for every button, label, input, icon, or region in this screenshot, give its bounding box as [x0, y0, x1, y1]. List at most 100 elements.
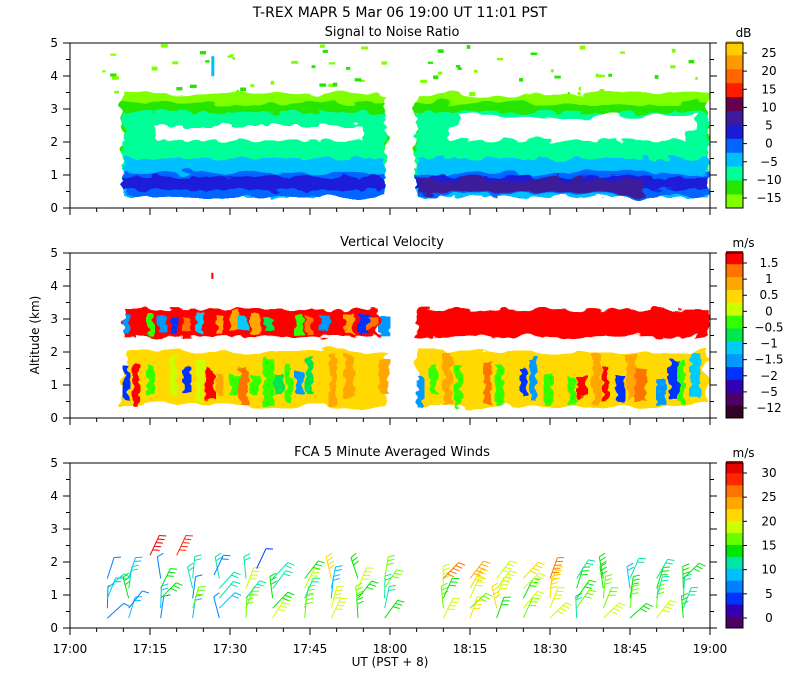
- colorbar-tick-label: 1.5: [759, 256, 778, 270]
- wind-barb: [656, 600, 671, 619]
- colorbar-swatch: [726, 328, 743, 342]
- wind-barb-feather: [599, 556, 607, 562]
- wind-barb-feather: [159, 534, 167, 537]
- snr-noise-speckle: [114, 90, 120, 94]
- colorbar-unit: dB: [736, 26, 752, 40]
- vv-streak: [147, 364, 155, 394]
- wind-barb: [106, 603, 125, 619]
- wind-barb-feather: [667, 603, 675, 607]
- wind-barb-feather: [657, 583, 665, 587]
- vv-streak: [677, 360, 685, 404]
- wind-barb-feather: [338, 601, 347, 603]
- snr-noise-speckle: [270, 80, 275, 85]
- vv-upper-streak: [319, 316, 331, 332]
- vv-upper-streak: [379, 316, 390, 335]
- colorbar-tick-label: −1: [760, 337, 778, 351]
- snr-noise-speckle: [160, 44, 168, 48]
- colorbar-unit: m/s: [733, 446, 755, 460]
- snr-noise-speckle: [554, 75, 561, 79]
- wind-barb-feather: [179, 549, 187, 551]
- wind-barb-feather: [441, 582, 448, 587]
- y-axis-label: Altitude (km): [28, 296, 42, 375]
- colorbar-tick-label: 20: [761, 514, 776, 528]
- wind-barb: [496, 570, 511, 589]
- y-tick-label: 4: [50, 279, 58, 293]
- wind-barb-feather: [155, 542, 163, 544]
- wind-barb-feather: [396, 569, 404, 572]
- colorbar-tick-label: 0: [765, 304, 773, 318]
- wind-barb-feather: [170, 568, 178, 570]
- wind-barb-feather: [452, 567, 460, 572]
- vv-streak: [473, 374, 484, 402]
- vv-streak: [132, 363, 140, 407]
- wind-barb: [602, 587, 612, 609]
- wind-barb-feather: [502, 569, 510, 573]
- snr-noise-speckle: [595, 74, 603, 78]
- wind-barb-feather: [604, 581, 612, 585]
- colorbar-swatch: [726, 392, 743, 406]
- colorbar-unit: m/s: [733, 236, 755, 250]
- snr-noise-speckle: [354, 78, 362, 82]
- wind-barb-feather: [505, 566, 513, 570]
- vv-streak: [216, 373, 223, 394]
- wind-barb-feather: [315, 563, 323, 567]
- winds-title: FCA 5 Minute Averaged Winds: [294, 445, 490, 460]
- wind-barb-feather: [600, 560, 607, 566]
- snr-noise-speckle: [437, 71, 443, 75]
- snr-noise-speckle: [577, 91, 581, 96]
- wind-barb-feather: [682, 567, 690, 571]
- wind-barb-feather: [533, 578, 540, 582]
- vv-spike: [211, 272, 214, 279]
- wind-barb-feather: [442, 571, 450, 575]
- wind-barb-feather: [270, 580, 278, 585]
- wind-barb-feather: [509, 570, 517, 574]
- vv-streak: [520, 367, 528, 400]
- wind-barb-feather: [356, 596, 364, 601]
- wind-barb-feather: [392, 576, 400, 579]
- colorbar-tick-label: 25: [761, 46, 776, 60]
- wind-barb-feather: [491, 582, 499, 588]
- colorbar-swatch: [726, 616, 743, 629]
- colorbar-swatch: [726, 263, 743, 278]
- wind-barb-feather: [317, 560, 325, 564]
- vv-upper-streak: [238, 316, 249, 332]
- wind-barb-feather: [198, 585, 206, 588]
- vv-axis-ticks: 0 1 2 3 4 5: [50, 246, 717, 425]
- colorbar-swatch: [726, 568, 743, 581]
- y-tick-label: 5: [50, 246, 58, 260]
- wind-barb: [160, 596, 165, 619]
- colorbar-tick-label: −10: [756, 173, 781, 187]
- snr-noise-speckle: [599, 88, 605, 93]
- wind-barb-feather: [287, 562, 295, 566]
- x-tick-label: 18:00: [373, 642, 408, 656]
- vv-colorbar: 1.5 1 0.5 0 −0.5 −1 −1.5 −2 −5 −12 m/s: [725, 236, 784, 419]
- winds-panel: FCA 5 Minute Averaged Winds 0 1 2 3 4 5 17:00 1…: [50, 445, 776, 656]
- wind-barb-feather: [640, 608, 647, 613]
- colorbar-swatch: [726, 110, 743, 125]
- snr-noise-speckle: [519, 78, 523, 82]
- colorbar-swatch: [726, 289, 743, 303]
- wind-barb-feather: [194, 554, 202, 558]
- snr-noise-speckle: [319, 44, 325, 48]
- wind-barb: [122, 576, 130, 599]
- wind-barb-feather: [537, 561, 545, 566]
- wind-barb-feather: [598, 552, 606, 558]
- y-tick-label: 2: [50, 345, 58, 359]
- wind-barb-feather: [270, 576, 277, 581]
- wind-barb-feather: [554, 570, 563, 572]
- wind-barb-feather: [529, 570, 537, 575]
- wind-barb-feather: [154, 545, 162, 548]
- vv-streak: [123, 366, 130, 403]
- x-tick-label: 17:45: [293, 642, 328, 656]
- vv-white-gap: [427, 337, 697, 352]
- wind-barb-feather: [142, 590, 150, 594]
- wind-barb-feather: [447, 573, 455, 578]
- wind-barb-feather: [632, 578, 640, 581]
- wind-barb-feather: [269, 572, 277, 577]
- colorbar-swatch: [726, 366, 743, 380]
- wind-barb-feather: [455, 565, 463, 569]
- colorbar-swatch: [726, 194, 743, 209]
- wind-barb-feather: [633, 574, 641, 578]
- y-tick-label: 0: [50, 621, 58, 635]
